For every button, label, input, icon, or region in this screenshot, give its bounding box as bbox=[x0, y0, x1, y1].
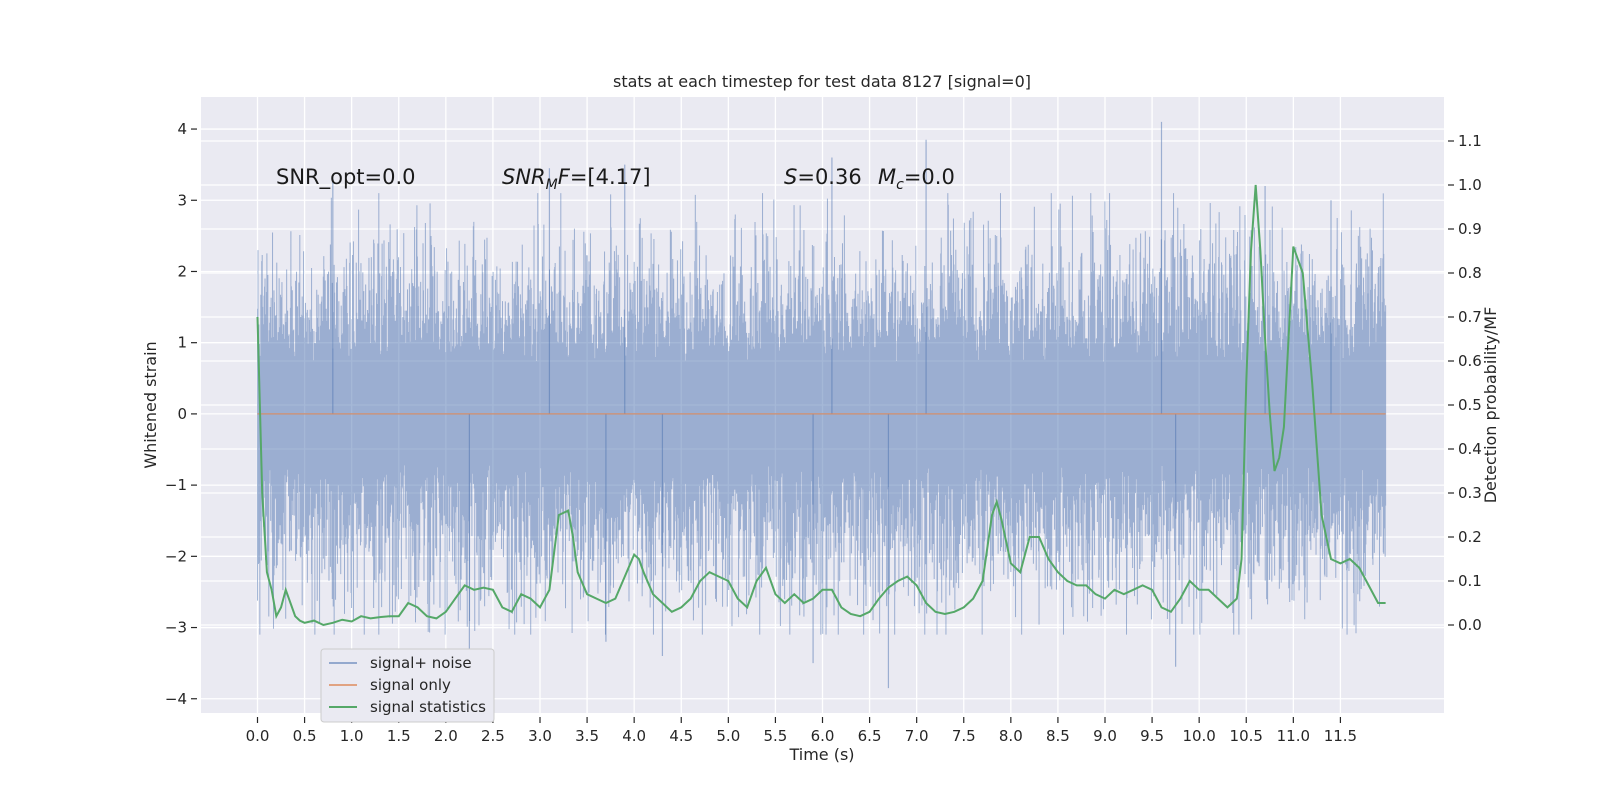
y-axis-left-ticks: −4 −3 −2 −1 0 1 2 3 4 bbox=[165, 120, 197, 708]
x-tick-label: 3.0 bbox=[528, 727, 552, 745]
y-axis-left-label: Whitened strain bbox=[141, 341, 160, 468]
x-tick-label: 8.5 bbox=[1046, 727, 1070, 745]
y-right-tick-label: 0.7 bbox=[1458, 308, 1482, 326]
legend-label-signal-only: signal only bbox=[370, 676, 451, 694]
x-tick-label: 1.0 bbox=[340, 727, 364, 745]
annotation-snr-opt: SNR_opt=0.0 bbox=[276, 165, 416, 190]
x-tick-label: 5.0 bbox=[716, 727, 740, 745]
x-tick-label: 2.0 bbox=[434, 727, 458, 745]
y-left-tick-label: −1 bbox=[165, 476, 187, 494]
x-tick-label: 0.5 bbox=[293, 727, 317, 745]
annotation-mc-value: =0.0 bbox=[904, 165, 955, 189]
x-tick-label: 11.5 bbox=[1324, 727, 1357, 745]
x-tick-label: 0.0 bbox=[246, 727, 270, 745]
signal-plus-noise-trace bbox=[257, 193, 1387, 635]
y-right-tick-label: 1.1 bbox=[1458, 132, 1482, 150]
y-axis-right-label: Detection probability/MF bbox=[1481, 307, 1500, 504]
y-right-tick-label: 1.0 bbox=[1458, 176, 1482, 194]
annotation-snr-mf-f: F bbox=[558, 165, 571, 189]
y-right-tick-label: 0.4 bbox=[1458, 440, 1482, 458]
y-right-tick-label: 0.9 bbox=[1458, 220, 1482, 238]
x-tick-label: 7.5 bbox=[952, 727, 976, 745]
y-right-tick-label: 0.1 bbox=[1458, 572, 1482, 590]
x-axis-ticks: 0.0 0.5 1.0 1.5 2.0 2.5 3.0 3.5 4.0 4.5 5.0 5.5 6.0 6… bbox=[246, 717, 1357, 745]
annotation-snr-mf-name: SNR bbox=[502, 165, 546, 189]
annotation-snr-mf: SNRMF=[4.17] bbox=[502, 165, 651, 193]
y-right-tick-label: 0.3 bbox=[1458, 484, 1482, 502]
y-left-tick-label: 4 bbox=[177, 120, 187, 138]
y-left-tick-label: −4 bbox=[165, 690, 187, 708]
x-axis-label: Time (s) bbox=[788, 745, 854, 764]
x-tick-label: 11.0 bbox=[1277, 727, 1310, 745]
y-left-tick-label: −3 bbox=[165, 619, 187, 637]
y-axis-right-ticks: 0.0 0.1 0.2 0.3 0.4 0.5 0.6 0.7 0.8 0.9 1.0 1.1 bbox=[1448, 132, 1482, 634]
x-tick-label: 10.0 bbox=[1182, 727, 1215, 745]
x-tick-label: 3.5 bbox=[575, 727, 599, 745]
annotation-s-name: S bbox=[784, 165, 797, 189]
signal-plus-noise-peaks bbox=[332, 121, 1332, 689]
x-tick-label: 6.5 bbox=[858, 727, 882, 745]
x-tick-label: 7.0 bbox=[905, 727, 929, 745]
annotation-s-value: =0.36 bbox=[797, 165, 861, 189]
y-right-tick-label: 0.2 bbox=[1458, 528, 1482, 546]
x-tick-label: 4.5 bbox=[669, 727, 693, 745]
y-left-tick-label: −2 bbox=[165, 547, 187, 565]
x-tick-label: 4.0 bbox=[622, 727, 646, 745]
y-left-tick-label: 2 bbox=[177, 262, 187, 280]
x-tick-label: 6.0 bbox=[811, 727, 835, 745]
y-left-tick-label: 0 bbox=[177, 405, 187, 423]
legend: signal+ noise signal only signal statist… bbox=[320, 648, 495, 723]
x-tick-label: 9.0 bbox=[1093, 727, 1117, 745]
legend-label-signal-statistics: signal statistics bbox=[370, 698, 486, 716]
annotation-snr-mf-value: =[4.17] bbox=[570, 165, 651, 189]
legend-box bbox=[320, 648, 495, 723]
y-left-tick-label: 3 bbox=[177, 191, 187, 209]
x-tick-label: 9.5 bbox=[1140, 727, 1164, 745]
x-tick-label: 8.0 bbox=[999, 727, 1023, 745]
x-tick-label: 1.5 bbox=[387, 727, 411, 745]
x-tick-label: 2.5 bbox=[481, 727, 505, 745]
signal-statistics-series bbox=[256, 184, 1386, 627]
y-right-tick-label: 0.5 bbox=[1458, 396, 1482, 414]
x-tick-label: 10.5 bbox=[1230, 727, 1263, 745]
signal-plus-noise-series bbox=[257, 121, 1387, 689]
annotation-mc-sub: c bbox=[896, 177, 904, 193]
chart-title: stats at each timestep for test data 812… bbox=[613, 72, 1031, 91]
annotation-mc: Mc=0.0 bbox=[878, 165, 955, 193]
annotation-s: S=0.36 bbox=[784, 165, 862, 189]
x-tick-label: 5.5 bbox=[763, 727, 787, 745]
annotation-mc-name: M bbox=[878, 165, 896, 189]
y-right-tick-label: 0.6 bbox=[1458, 352, 1482, 370]
y-left-tick-label: 1 bbox=[177, 334, 187, 352]
legend-label-signal-noise: signal+ noise bbox=[370, 654, 472, 672]
y-right-tick-label: 0.8 bbox=[1458, 264, 1482, 282]
y-right-tick-label: 0.0 bbox=[1458, 616, 1482, 634]
annotation-snr-mf-sub: M bbox=[546, 177, 558, 193]
